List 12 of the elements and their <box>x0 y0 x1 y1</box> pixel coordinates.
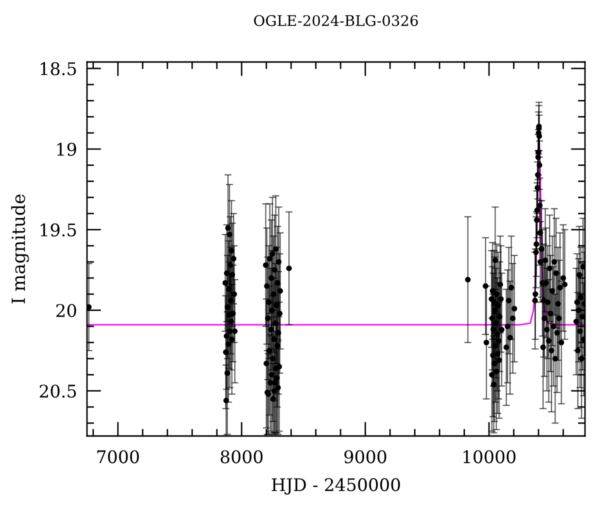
y-axis-title: I magnitude <box>11 194 29 304</box>
x-tick-label: 8000 <box>220 450 263 464</box>
y-tick-label: 18.5 <box>40 62 76 76</box>
y-tick-label: 19.5 <box>40 223 76 236</box>
x-tick-label: 10000 <box>464 450 516 464</box>
x-axis-title: HJD - 2450000 <box>272 478 400 495</box>
y-tick-label: 20.5 <box>40 384 76 398</box>
x-tick-label: 7000 <box>97 450 139 464</box>
y-tick-label: 20 <box>56 304 76 318</box>
x-tick-label: 9000 <box>344 450 386 464</box>
y-tick-label: 19 <box>57 142 76 156</box>
chart-title: OGLE-2024-BLG-0326 <box>254 15 418 26</box>
